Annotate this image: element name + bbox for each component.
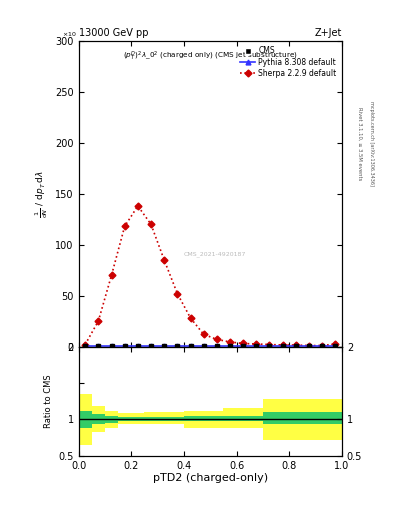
Y-axis label: $\frac{1}{\mathrm{d}N}$ / $\mathrm{d}p_T\,\mathrm{d}\lambda$: $\frac{1}{\mathrm{d}N}$ / $\mathrm{d}p_T… bbox=[33, 170, 50, 218]
Pythia 8.308 default bbox=[254, 343, 259, 349]
Sherpa 2.2.9 default bbox=[254, 341, 259, 347]
CMS bbox=[122, 343, 127, 349]
CMS bbox=[83, 343, 88, 349]
CMS bbox=[280, 343, 285, 349]
Sherpa 2.2.9 default bbox=[175, 290, 180, 296]
Line: CMS: CMS bbox=[83, 343, 338, 348]
Text: CMS_2021-4920187: CMS_2021-4920187 bbox=[184, 251, 246, 257]
Sherpa 2.2.9 default bbox=[162, 257, 167, 263]
Pythia 8.308 default bbox=[175, 343, 180, 349]
Pythia 8.308 default bbox=[215, 343, 219, 349]
Sherpa 2.2.9 default bbox=[122, 223, 127, 229]
Pythia 8.308 default bbox=[136, 343, 140, 349]
CMS bbox=[307, 343, 311, 349]
Sherpa 2.2.9 default bbox=[241, 340, 246, 347]
Sherpa 2.2.9 default bbox=[215, 336, 219, 343]
Line: Pythia 8.308 default: Pythia 8.308 default bbox=[83, 343, 338, 348]
Pythia 8.308 default bbox=[96, 343, 101, 349]
Line: Sherpa 2.2.9 default: Sherpa 2.2.9 default bbox=[83, 204, 338, 348]
Pythia 8.308 default bbox=[122, 343, 127, 349]
Pythia 8.308 default bbox=[228, 343, 232, 349]
Sherpa 2.2.9 default bbox=[109, 272, 114, 279]
CMS bbox=[162, 343, 167, 349]
Pythia 8.308 default bbox=[241, 343, 246, 349]
Text: 13000 GeV pp: 13000 GeV pp bbox=[79, 28, 148, 38]
Sherpa 2.2.9 default bbox=[136, 203, 140, 209]
Text: $\times$10: $\times$10 bbox=[62, 30, 77, 38]
Pythia 8.308 default bbox=[162, 343, 167, 349]
CMS bbox=[254, 343, 259, 349]
CMS bbox=[96, 343, 101, 349]
Sherpa 2.2.9 default bbox=[228, 339, 232, 345]
CMS bbox=[320, 343, 325, 349]
CMS bbox=[136, 343, 140, 349]
CMS bbox=[215, 343, 219, 349]
Sherpa 2.2.9 default bbox=[307, 343, 311, 349]
Pythia 8.308 default bbox=[280, 343, 285, 349]
CMS bbox=[267, 343, 272, 349]
Text: $(p_T^D)^2\lambda\_0^2$ (charged only) (CMS jet substructure): $(p_T^D)^2\lambda\_0^2$ (charged only) (… bbox=[123, 50, 298, 63]
Sherpa 2.2.9 default bbox=[96, 318, 101, 324]
CMS bbox=[109, 343, 114, 349]
Text: mcplots.cern.ch [arXiv:1306.3436]: mcplots.cern.ch [arXiv:1306.3436] bbox=[369, 101, 374, 186]
CMS bbox=[175, 343, 180, 349]
Sherpa 2.2.9 default bbox=[320, 343, 325, 349]
Pythia 8.308 default bbox=[333, 343, 338, 349]
Sherpa 2.2.9 default bbox=[188, 315, 193, 321]
Y-axis label: Ratio to CMS: Ratio to CMS bbox=[44, 374, 53, 428]
Sherpa 2.2.9 default bbox=[149, 221, 153, 227]
Pythia 8.308 default bbox=[188, 343, 193, 349]
Pythia 8.308 default bbox=[201, 343, 206, 349]
Text: Rivet 3.1.10, ≥ 3.5M events: Rivet 3.1.10, ≥ 3.5M events bbox=[357, 106, 362, 180]
Pythia 8.308 default bbox=[149, 343, 153, 349]
X-axis label: pTD2 (charged-only): pTD2 (charged-only) bbox=[153, 473, 268, 483]
Sherpa 2.2.9 default bbox=[280, 342, 285, 348]
Legend: CMS, Pythia 8.308 default, Sherpa 2.2.9 default: CMS, Pythia 8.308 default, Sherpa 2.2.9 … bbox=[239, 45, 338, 79]
Sherpa 2.2.9 default bbox=[333, 341, 338, 347]
CMS bbox=[201, 343, 206, 349]
CMS bbox=[294, 343, 298, 349]
CMS bbox=[149, 343, 153, 349]
CMS bbox=[188, 343, 193, 349]
CMS bbox=[241, 343, 246, 349]
Text: Z+Jet: Z+Jet bbox=[314, 28, 342, 38]
Sherpa 2.2.9 default bbox=[201, 331, 206, 337]
CMS bbox=[228, 343, 232, 349]
Pythia 8.308 default bbox=[320, 343, 325, 349]
Pythia 8.308 default bbox=[294, 343, 298, 349]
Pythia 8.308 default bbox=[307, 343, 311, 349]
Pythia 8.308 default bbox=[109, 343, 114, 349]
Sherpa 2.2.9 default bbox=[294, 342, 298, 348]
CMS bbox=[333, 343, 338, 349]
Sherpa 2.2.9 default bbox=[83, 342, 88, 348]
Sherpa 2.2.9 default bbox=[267, 342, 272, 348]
Pythia 8.308 default bbox=[267, 343, 272, 349]
Pythia 8.308 default bbox=[83, 343, 88, 349]
